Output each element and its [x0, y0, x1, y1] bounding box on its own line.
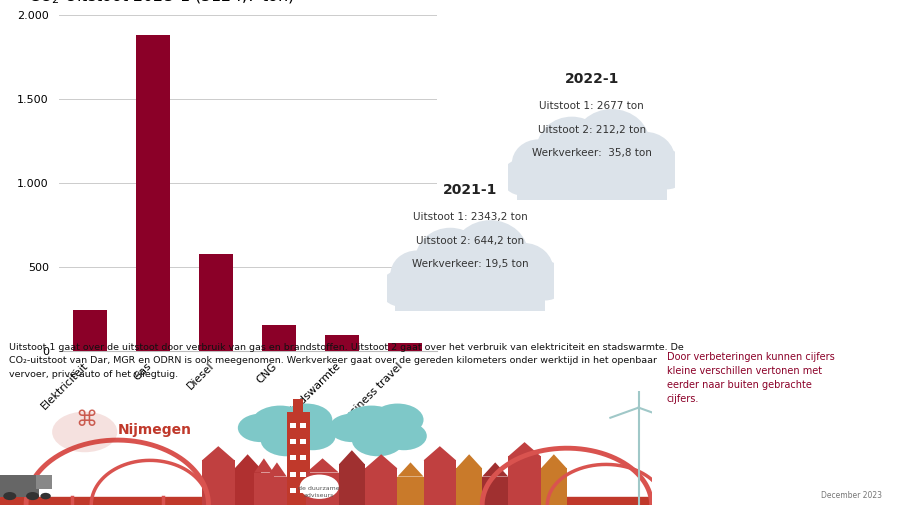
Polygon shape: [482, 463, 508, 477]
Bar: [287, 412, 310, 505]
Bar: [300, 488, 306, 493]
Text: 2022-1: 2022-1: [564, 72, 619, 86]
Text: Eind 2024 wil gemeente Nijmegen
70% minder CO2 uitstoten dan in
2019.: Eind 2024 wil gemeente Nijmegen 70% mind…: [669, 31, 838, 69]
Circle shape: [493, 243, 554, 297]
Bar: [199, 254, 233, 351]
Text: Om dit waar te maken richten we
ons op het:: Om dit waar te maken richten we ons op h…: [669, 79, 833, 103]
Bar: [202, 461, 235, 505]
Polygon shape: [235, 454, 261, 469]
Text: • Gereedschap en machines die
beter zijn voor het milieu: • Gereedschap en machines die beter zijn…: [669, 245, 822, 266]
Circle shape: [645, 150, 688, 189]
Text: • Inkopen van duurzaam
opgewekte elektriciteit: • Inkopen van duurzaam opgewekte elektri…: [669, 103, 787, 124]
Circle shape: [502, 159, 542, 195]
Circle shape: [251, 406, 310, 442]
Polygon shape: [306, 459, 338, 473]
Bar: [508, 457, 541, 505]
Bar: [290, 456, 296, 461]
Circle shape: [52, 412, 117, 452]
Bar: [300, 439, 306, 444]
Circle shape: [342, 406, 400, 442]
Text: Werkverkeer:  35,8 ton: Werkverkeer: 35,8 ton: [532, 148, 652, 158]
Text: 2021-1: 2021-1: [443, 183, 498, 197]
Text: • Een wagenpark dat beter is voor
het milieu: • Een wagenpark dat beter is voor het mi…: [669, 204, 833, 225]
Bar: [293, 399, 303, 412]
Bar: [290, 439, 296, 444]
Polygon shape: [364, 454, 398, 469]
Polygon shape: [202, 446, 235, 461]
Bar: [290, 488, 296, 493]
Bar: [300, 423, 306, 428]
Bar: [267, 477, 287, 505]
Bar: [73, 310, 107, 351]
Circle shape: [4, 492, 16, 500]
Bar: [456, 469, 482, 505]
Circle shape: [382, 422, 427, 450]
Bar: [325, 335, 359, 351]
Text: Uitstoot 1 gaat over de uitstoot door verbruik van gas en brandstoffen. Uitstoot: Uitstoot 1 gaat over de uitstoot door ve…: [9, 343, 684, 379]
Text: Uitstoot 1: 2677 ton: Uitstoot 1: 2677 ton: [539, 101, 644, 111]
Bar: [290, 472, 296, 477]
Bar: [300, 456, 306, 461]
Text: ⌘: ⌘: [75, 410, 97, 430]
Text: December 2023: December 2023: [821, 491, 881, 500]
Polygon shape: [541, 454, 567, 469]
Text: Doelstelling:: Doelstelling:: [669, 8, 743, 18]
Circle shape: [415, 228, 485, 291]
Polygon shape: [456, 454, 482, 469]
Circle shape: [280, 403, 332, 436]
Bar: [395, 266, 545, 311]
Polygon shape: [338, 450, 364, 465]
Circle shape: [26, 492, 39, 500]
Bar: [254, 473, 274, 505]
Circle shape: [452, 220, 528, 290]
Bar: [398, 477, 424, 505]
Circle shape: [40, 493, 50, 499]
Text: Door verbeteringen kunnen cijfers
kleine verschillen vertonen met
eerder naar bu: Door verbeteringen kunnen cijfers kleine…: [667, 351, 834, 403]
Bar: [517, 155, 667, 200]
Circle shape: [615, 132, 675, 186]
Circle shape: [372, 403, 424, 436]
Bar: [338, 465, 364, 505]
Bar: [235, 469, 261, 505]
Bar: [290, 423, 296, 428]
Text: We werken altijd samen met
anderen aan een duurzamere
toekomst.: We werken altijd samen met anderen aan e…: [669, 289, 815, 327]
Polygon shape: [254, 459, 274, 473]
Bar: [306, 473, 338, 505]
Text: $\mathregular{CO_2}$ Uitstoot 2023-1 (3124,7 ton): $\mathregular{CO_2}$ Uitstoot 2023-1 (31…: [28, 0, 295, 6]
Circle shape: [573, 109, 650, 179]
Text: Uitstoot 2: 212,2 ton: Uitstoot 2: 212,2 ton: [537, 125, 646, 134]
Polygon shape: [267, 463, 287, 477]
Text: Nijmegen: Nijmegen: [117, 423, 192, 437]
Circle shape: [300, 475, 338, 499]
Polygon shape: [398, 463, 424, 477]
Text: Uitstoot 1: 2343,2 ton: Uitstoot 1: 2343,2 ton: [413, 212, 527, 222]
Bar: [388, 343, 422, 351]
Polygon shape: [424, 446, 456, 461]
Bar: [541, 469, 567, 505]
Bar: [36, 475, 52, 489]
Bar: [136, 35, 170, 351]
Polygon shape: [508, 442, 541, 457]
Text: Uitstoot 2: 644,2 ton: Uitstoot 2: 644,2 ton: [416, 236, 525, 245]
Bar: [0, 475, 39, 497]
Text: de duurzame
adviseurs: de duurzame adviseurs: [299, 486, 340, 497]
Circle shape: [261, 424, 313, 457]
Circle shape: [238, 414, 284, 442]
Circle shape: [524, 261, 567, 300]
Bar: [0, 497, 652, 505]
Text: Werkverkeer: 19,5 ton: Werkverkeer: 19,5 ton: [412, 259, 528, 269]
Circle shape: [290, 422, 336, 450]
Text: • Eigen gebouwen bijvoorbeeld
isoleren en zonnepanelen
plaatsen: • Eigen gebouwen bijvoorbeeld isoleren e…: [669, 144, 818, 177]
Bar: [364, 469, 398, 505]
Bar: [300, 472, 306, 477]
Bar: [424, 461, 456, 505]
Circle shape: [329, 414, 374, 442]
Bar: [482, 477, 508, 505]
Circle shape: [391, 250, 444, 299]
Circle shape: [536, 117, 607, 180]
Bar: [262, 325, 296, 351]
Circle shape: [381, 270, 420, 307]
Circle shape: [512, 139, 565, 188]
Circle shape: [352, 424, 404, 457]
